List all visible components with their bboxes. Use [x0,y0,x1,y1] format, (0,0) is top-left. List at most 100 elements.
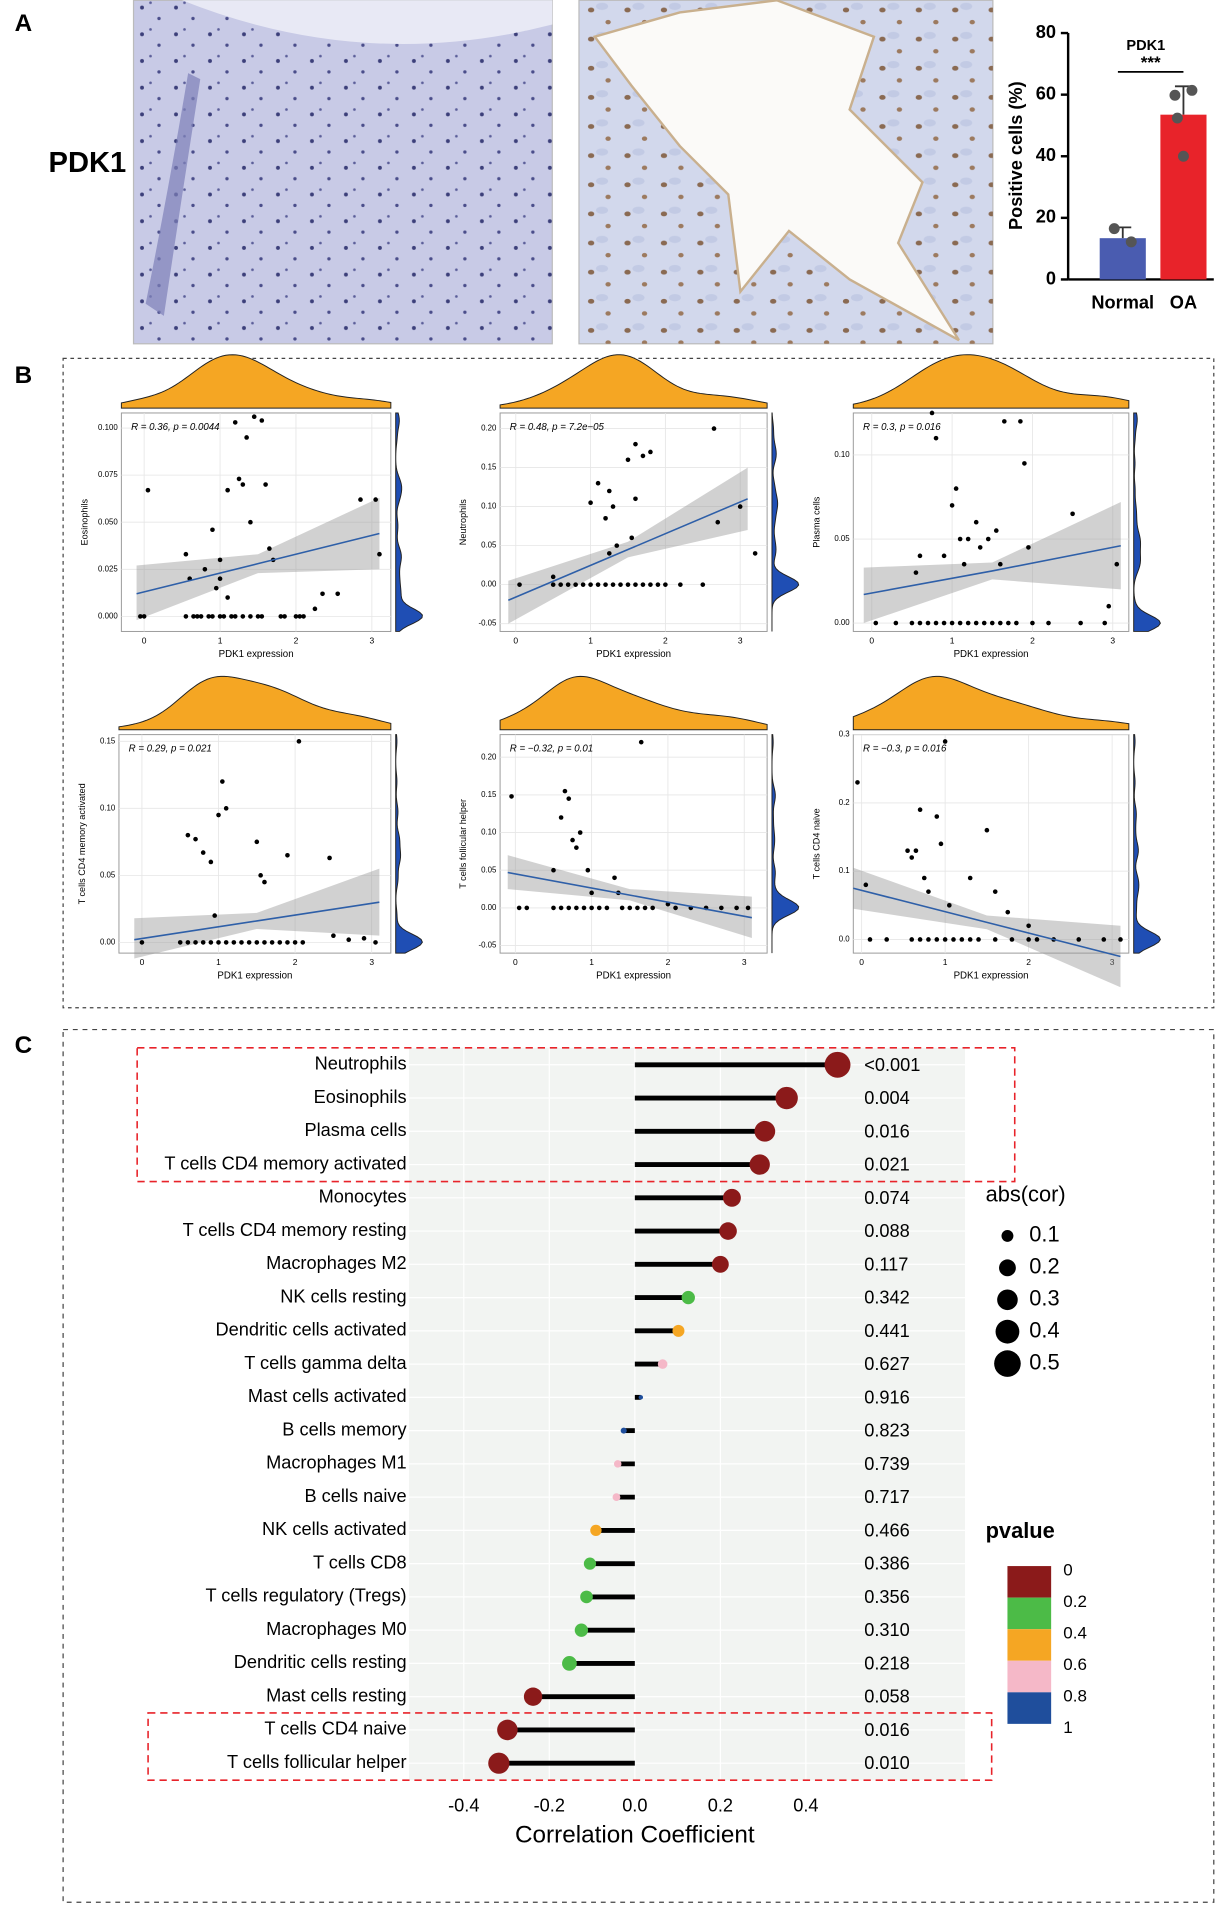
data-point [610,504,616,509]
data-point [951,937,956,942]
data-point [933,620,939,626]
chart-title: PDK1 [1126,38,1165,54]
data-point [604,905,610,911]
bar [1099,238,1146,280]
dot [590,1524,602,1537]
data-point [976,937,981,942]
y-tick-label: 0.00 [834,618,850,627]
confidence-band [853,867,1121,988]
data-point [642,905,648,911]
panel-label: B [15,362,33,389]
y-tick-label: 0.0 [839,935,851,944]
data-point [301,614,306,619]
data-point [1102,620,1108,626]
x-tick-label: 3 [1110,957,1115,967]
legend-dot [995,1319,1020,1344]
category-label: Dendritic cells resting [234,1652,407,1672]
category-label: Macrophages M1 [266,1453,407,1473]
x-axis-label: PDK1 expression [219,649,294,660]
data-point [177,940,183,945]
legend-label: 0.4 [1063,1624,1087,1643]
data-point [606,488,612,494]
category-label: Plasma cells [305,1120,407,1140]
x-tick-label: OA [1170,293,1197,313]
confidence-band [863,502,1121,624]
x-axis-label: PDK1 expression [596,971,671,982]
y-tick-label: 0.10 [481,502,497,511]
y-axis-label: T cells CD4 naive [811,808,821,879]
dot [754,1120,776,1142]
y-tick-label: 0.050 [98,517,118,526]
category-label: Macrophages M2 [266,1253,407,1273]
x-tick-label: 0 [869,635,874,645]
fit-line [853,887,1121,958]
pvalue-label: 0.342 [864,1288,910,1308]
y-density [771,412,800,632]
x-density [499,675,768,731]
x-tick-label: 2 [294,635,299,645]
data-point [210,614,215,619]
legend-label: 0.6 [1063,1655,1087,1674]
y-tick-label: 0.15 [481,790,497,799]
confidence-band [134,868,380,959]
data-point [589,890,594,896]
data-point [566,796,572,801]
data-point [610,582,616,587]
y-tick-label: -0.05 [478,941,497,950]
pvalue-label: 0.916 [864,1387,910,1407]
y-tick-label: 0.100 [98,423,118,432]
data-point [957,536,963,542]
data-point [929,410,935,416]
data-point [1002,419,1007,424]
data-point [973,620,979,626]
data-point [139,940,145,945]
data-point [269,940,275,945]
y-tick-label: 0.00 [481,903,497,912]
category-label: T cells follicular helper [227,1752,407,1772]
data-point [194,614,200,619]
legend-label: 1 [1063,1718,1072,1737]
data-point [202,566,208,572]
data-point [1009,937,1015,942]
y-density [395,734,423,954]
pvalue-label: 0.627 [864,1354,910,1374]
data-point [678,582,683,587]
data-point [921,875,927,881]
x-tick-label: 0.0 [622,1796,647,1816]
data-point [627,905,633,911]
data-point [240,614,246,619]
data-point [200,940,206,945]
data-point [277,940,283,945]
data-point [917,807,923,813]
data-point [193,836,198,842]
category-label: Dendritic cells activated [216,1320,407,1340]
data-point [992,889,998,894]
legend-swatch [1007,1629,1052,1661]
data-point [640,582,646,587]
data-point [596,905,602,911]
data-point [141,614,147,619]
data-point [663,582,668,587]
data-point [926,937,931,942]
data-point [335,591,341,597]
data-point [236,476,242,482]
data-point [967,875,973,881]
pvalue-label: 0.386 [864,1554,910,1574]
data-point [1171,112,1183,124]
y-density [771,734,800,954]
data-point [239,940,244,945]
y-density [1133,734,1161,954]
x-tick-label: 0 [513,957,518,967]
data-point [210,527,215,533]
data-point [1030,620,1035,626]
data-point [909,855,915,860]
data-point [1034,937,1040,942]
data-point [1078,620,1083,626]
plot-area [852,734,1130,954]
x-density [118,675,392,731]
y-tick-label: 20 [1036,207,1056,227]
pvalue-label: 0.058 [864,1687,910,1707]
data-point [640,453,646,459]
x-axis-label: Correlation Coefficient [515,1821,755,1848]
pvalue-label: 0.823 [864,1421,910,1441]
